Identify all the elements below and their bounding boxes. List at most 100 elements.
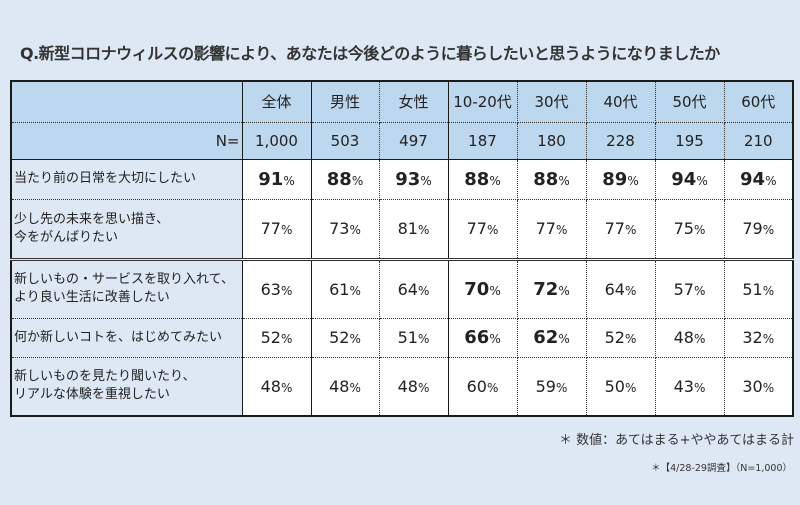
percent-sign: %: [765, 173, 777, 188]
row-label-line2: 今をがんばりたい: [14, 229, 119, 245]
row-label: 新しいもの・サービスを取り入れて、 より良い生活に改善したい: [10, 257, 243, 319]
table-row: 当たり前の日常を大切にしたい 91% 88% 93% 88% 88% 89% 94% 94%: [10, 158, 794, 200]
percentage-value: 88: [533, 168, 559, 190]
percent-sign: %: [417, 380, 430, 395]
corner-cell: [10, 80, 243, 123]
percentage-cell: 89%: [585, 158, 656, 200]
percent-sign: %: [280, 380, 293, 395]
percentage-cell: 66%: [447, 317, 518, 358]
percentage-cell: 75%: [654, 198, 725, 260]
row-label-line1: 新しいものを見たり聞いたり、: [14, 369, 196, 385]
row-label-line1: 新しいもの・サービスを取り入れて、: [14, 272, 234, 287]
row-label-line1: 何か新しいコトを、はじめてみたい: [14, 329, 223, 345]
percent-sign: %: [351, 173, 364, 188]
percent-sign: %: [624, 332, 637, 346]
percentage-cell: 61%: [310, 257, 380, 319]
percentage-value: 59: [535, 376, 556, 396]
percentage-cell: 77%: [447, 198, 518, 260]
percentage-cell: 81%: [378, 198, 449, 260]
percentage-value: 77: [466, 219, 487, 238]
row-label-line1: 当たり前の日常を大切にしたい: [14, 171, 197, 186]
percentage-value: 75: [673, 219, 694, 238]
percent-sign: %: [624, 283, 637, 298]
percentage-cell: 50%: [585, 356, 656, 417]
sample-size-value: 180: [516, 121, 587, 160]
percentage-cell: 73%: [310, 198, 380, 260]
percent-sign: %: [693, 283, 706, 298]
percent-sign: %: [280, 223, 293, 237]
percentage-cell: 79%: [723, 198, 794, 260]
row-label-line1: 少し先の未来を思い描き、: [14, 211, 170, 227]
column-header-row: 全体 男性 女性 10-20代 30代 40代 50代 60代: [10, 80, 794, 123]
percentage-value: 88: [464, 168, 490, 190]
footnote-value-definition: ＊ 数値：あてはまる+ややあてはまる計: [559, 433, 794, 448]
percent-sign: %: [280, 283, 293, 298]
percentage-value: 63: [260, 279, 281, 299]
percentage-value: 50: [604, 376, 625, 396]
row-label: 新しいものを見たり聞いたり、 リアルな体験を重視したい: [10, 356, 243, 417]
percentage-value: 94: [740, 168, 766, 190]
percentage-cell: 93%: [378, 158, 449, 200]
percent-sign: %: [349, 332, 361, 346]
table-row: 少し先の未来を思い描き、 今をがんばりたい 77% 73% 81% 77% 77% 77% 75…: [10, 198, 794, 260]
percent-sign: %: [558, 173, 570, 188]
percentage-cell: 64%: [585, 257, 656, 319]
percentage-value: 57: [673, 279, 694, 299]
survey-results-table: 全体 男性 女性 10-20代 30代 40代 50代 60代 N= 1,000…: [10, 80, 794, 417]
sample-size-value: 503: [310, 121, 380, 160]
percentage-value: 48: [673, 328, 694, 347]
percentage-value: 30: [742, 376, 763, 396]
percentage-cell: 48%: [654, 317, 725, 358]
column-header-female: 女性: [378, 80, 449, 123]
percentage-value: 91: [258, 168, 284, 190]
row-label: 何か新しいコトを、はじめてみたい: [10, 317, 243, 358]
sample-size-value: 497: [378, 121, 449, 160]
percentage-cell: 88%: [516, 158, 587, 200]
percentage-value: 43: [673, 376, 694, 396]
percent-sign: %: [486, 223, 499, 237]
percentage-value: 61: [329, 279, 350, 299]
percent-sign: %: [283, 173, 295, 188]
percentage-value: 89: [602, 168, 628, 190]
table-row: 新しいものを見たり聞いたり、 リアルな体験を重視したい 48% 48% 48% 60% 59…: [10, 356, 794, 417]
row-label: 少し先の未来を思い描き、 今をがんばりたい: [10, 198, 243, 260]
percentage-value: 48: [260, 376, 281, 396]
percent-sign: %: [627, 173, 639, 188]
column-header-30s: 30代: [516, 80, 587, 123]
percentage-value: 32: [742, 328, 763, 347]
percentage-cell: 52%: [310, 317, 380, 358]
percent-sign: %: [349, 380, 361, 395]
percentage-cell: 43%: [654, 356, 725, 417]
percentage-cell: 72%: [516, 257, 587, 319]
percentage-value: 72: [533, 278, 559, 300]
percentage-value: 77: [260, 219, 281, 238]
table-row: 何か新しいコトを、はじめてみたい 52% 52% 51% 66% 62% 52% 48% 32%: [10, 317, 794, 358]
percentage-cell: 70%: [447, 257, 518, 319]
percentage-cell: 62%: [516, 317, 587, 358]
question-title: Q.新型コロナウィルスの影響により、あなたは今後どのように暮らしたいと思うように…: [20, 44, 720, 63]
percentage-cell: 51%: [378, 317, 449, 358]
percentage-cell: 94%: [654, 158, 725, 200]
sample-size-value: 195: [654, 121, 725, 160]
percentage-cell: 94%: [723, 158, 794, 200]
percent-sign: %: [762, 283, 775, 298]
percentage-value: 60: [466, 376, 487, 396]
percentage-cell: 88%: [447, 158, 518, 200]
percentage-value: 73: [329, 219, 350, 238]
percentage-value: 66: [464, 327, 490, 348]
percentage-cell: 32%: [723, 317, 794, 358]
percentage-value: 77: [604, 219, 625, 238]
table-row: 新しいもの・サービスを取り入れて、 より良い生活に改善したい 63% 61% 64% 70…: [10, 257, 794, 319]
percentage-cell: 52%: [241, 317, 312, 358]
percentage-cell: 30%: [723, 356, 794, 417]
percentage-value: 52: [329, 328, 350, 347]
percentage-cell: 48%: [310, 356, 380, 417]
percent-sign: %: [696, 173, 708, 188]
percent-sign: %: [693, 380, 706, 395]
percentage-value: 52: [260, 328, 281, 347]
percentage-cell: 88%: [310, 158, 380, 200]
sample-size-row: N= 1,000 503 497 187 180 228 195 210: [10, 121, 794, 160]
percent-sign: %: [417, 223, 430, 237]
percentage-cell: 77%: [585, 198, 656, 260]
percentage-value: 48: [397, 376, 418, 396]
